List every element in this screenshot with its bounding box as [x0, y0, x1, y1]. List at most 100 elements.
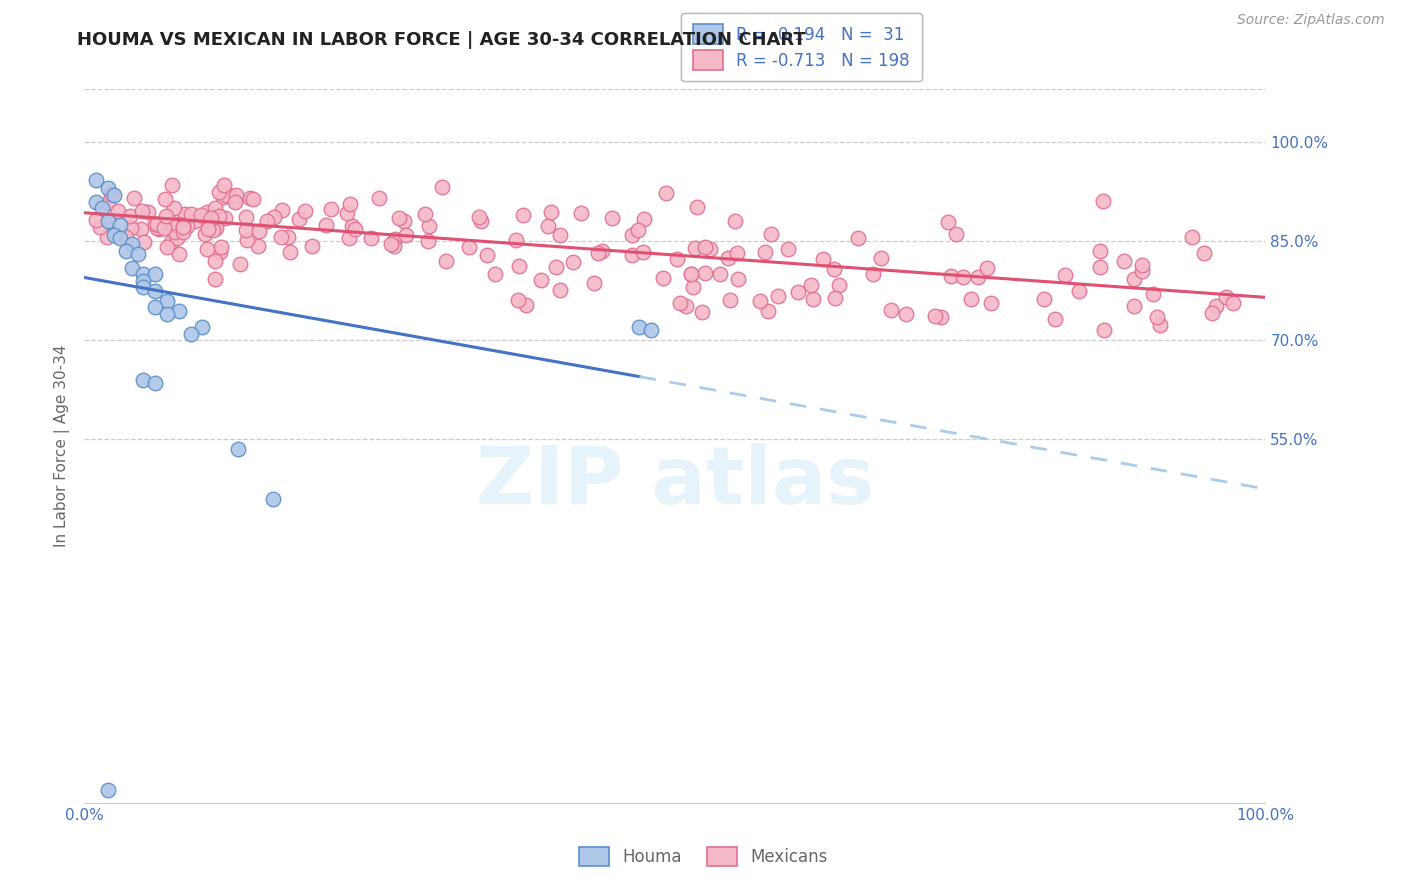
Point — [544, 260, 567, 275]
Point — [132, 267, 155, 281]
Point — [122, 191, 145, 205]
Point — [344, 222, 367, 236]
Point — [118, 209, 141, 223]
Point — [84, 194, 107, 209]
Point — [1053, 268, 1076, 283]
Point — [692, 305, 714, 319]
Point — [475, 248, 498, 262]
Point — [197, 222, 219, 236]
Point — [229, 257, 252, 271]
Point — [114, 244, 136, 258]
Point — [588, 246, 610, 260]
Point — [537, 219, 560, 233]
Point — [195, 205, 218, 219]
Point — [945, 227, 967, 241]
Point — [367, 190, 389, 204]
Point — [666, 252, 689, 267]
Point — [1215, 290, 1237, 304]
Point — [1132, 259, 1154, 273]
Point — [235, 223, 257, 237]
Point — [315, 218, 337, 232]
Point — [778, 242, 800, 256]
Point — [470, 214, 492, 228]
Point — [1088, 244, 1111, 258]
Point — [669, 295, 692, 310]
Point — [242, 192, 264, 206]
Point — [132, 280, 155, 294]
Point — [569, 206, 592, 220]
Point — [602, 211, 624, 226]
Point — [388, 211, 411, 225]
Point — [97, 782, 120, 797]
Point — [484, 267, 506, 281]
Point — [86, 213, 108, 227]
Point — [756, 303, 779, 318]
Point — [626, 223, 648, 237]
Point — [148, 222, 170, 236]
Point — [121, 237, 143, 252]
Point — [277, 229, 299, 244]
Point — [434, 254, 457, 268]
Legend: Houma, Mexicans: Houma, Mexicans — [571, 838, 835, 875]
Point — [184, 214, 207, 228]
Point — [204, 220, 226, 235]
Point — [512, 208, 534, 222]
Point — [136, 204, 159, 219]
Point — [294, 203, 316, 218]
Point — [1122, 299, 1144, 313]
Point — [530, 273, 553, 287]
Point — [1181, 230, 1204, 244]
Point — [197, 217, 219, 231]
Point — [155, 209, 177, 223]
Point — [583, 276, 606, 290]
Point — [191, 320, 214, 334]
Point — [339, 197, 361, 211]
Point — [162, 201, 184, 215]
Point — [1146, 310, 1168, 324]
Point — [131, 204, 153, 219]
Point — [190, 208, 212, 222]
Point — [683, 241, 706, 255]
Point — [337, 231, 360, 245]
Point — [235, 233, 257, 247]
Point — [515, 298, 537, 312]
Point — [157, 218, 180, 232]
Point — [655, 186, 678, 200]
Point — [121, 260, 143, 275]
Point — [1032, 292, 1054, 306]
Point — [591, 244, 613, 259]
Point — [548, 283, 571, 297]
Point — [924, 309, 946, 323]
Point — [801, 293, 824, 307]
Point — [146, 219, 169, 233]
Point — [1201, 306, 1223, 320]
Point — [846, 230, 869, 244]
Text: ZIP atlas: ZIP atlas — [475, 442, 875, 521]
Point — [693, 240, 716, 254]
Point — [204, 254, 226, 268]
Point — [143, 300, 166, 314]
Point — [458, 240, 481, 254]
Point — [172, 220, 194, 235]
Point — [224, 195, 246, 210]
Point — [1222, 295, 1244, 310]
Point — [107, 203, 129, 218]
Point — [506, 293, 529, 308]
Point — [132, 373, 155, 387]
Point — [413, 207, 436, 221]
Point — [894, 307, 917, 321]
Point — [1192, 246, 1215, 260]
Point — [1069, 284, 1091, 298]
Point — [505, 233, 527, 247]
Point — [160, 216, 183, 230]
Point — [195, 243, 218, 257]
Point — [620, 227, 643, 242]
Point — [824, 291, 846, 305]
Text: HOUMA VS MEXICAN IN LABOR FORCE | AGE 30-34 CORRELATION CHART: HOUMA VS MEXICAN IN LABOR FORCE | AGE 30… — [77, 31, 806, 49]
Point — [695, 266, 717, 280]
Point — [754, 245, 776, 260]
Point — [301, 239, 323, 253]
Point — [167, 217, 190, 231]
Point — [103, 227, 125, 242]
Point — [200, 211, 222, 225]
